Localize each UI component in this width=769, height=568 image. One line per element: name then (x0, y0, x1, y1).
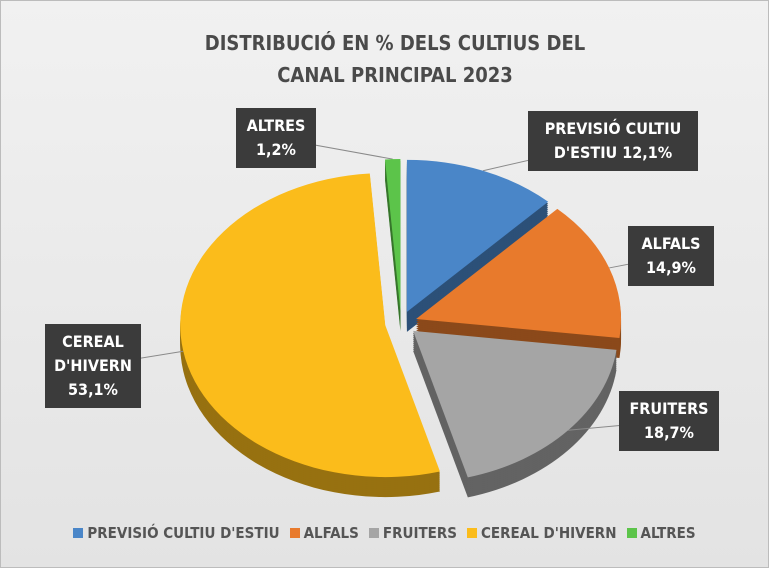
chart-title: DISTRIBUCIÓ EN % DELS CULTIUS DEL CANAL … (204, 31, 586, 87)
legend-label: CEREAL D'HIVERN (481, 524, 617, 542)
label-value: 14,9% (646, 258, 696, 277)
label-category: CEREAL D'HIVERN (54, 332, 132, 375)
data-label: FRUITERS 18,7% (619, 391, 719, 451)
legend-swatch (467, 528, 478, 538)
label-value: 12,1% (622, 143, 673, 162)
legend-item: FRUITERS (368, 524, 458, 542)
legend-swatch (368, 528, 379, 538)
label-category: ALFALS (641, 234, 701, 253)
data-label: ALTRES 1,2% (236, 108, 316, 168)
legend-label: ALTRES (640, 524, 696, 542)
label-category: PREVISIÓ CULTIU D'ESTIU (544, 119, 682, 162)
legend-item: ALTRES (626, 524, 696, 542)
label-value: 53,1% (68, 380, 118, 399)
legend-item: CEREAL D'HIVERN (467, 524, 617, 542)
data-label: ALFALS 14,9% (628, 226, 714, 286)
data-label: CEREAL D'HIVERN 53,1% (45, 324, 141, 408)
legend-swatch (626, 528, 637, 538)
legend-label: FRUITERS (382, 524, 458, 542)
legend-swatch (73, 528, 84, 538)
slice (406, 159, 549, 312)
data-label: PREVISIÓ CULTIU D'ESTIU 12,1% (528, 111, 698, 171)
slice (416, 208, 622, 339)
slice (180, 173, 440, 478)
label-category: ALTRES (246, 116, 306, 135)
legend-item: ALFALS (289, 524, 359, 542)
legend-swatch (289, 528, 300, 538)
legend-label: ALFALS (303, 524, 359, 542)
label-value: 18,7% (644, 423, 694, 442)
legend-label: PREVISIÓ CULTIU D'ESTIU (87, 524, 280, 542)
label-category: FRUITERS (629, 399, 709, 418)
slice (413, 330, 617, 478)
legend-item: PREVISIÓ CULTIU D'ESTIU (73, 524, 280, 542)
slice (384, 159, 401, 312)
label-value: 1,2% (256, 140, 296, 159)
legend: PREVISIÓ CULTIU D'ESTIU ALFALS FRUITERS CER… (1, 524, 768, 542)
